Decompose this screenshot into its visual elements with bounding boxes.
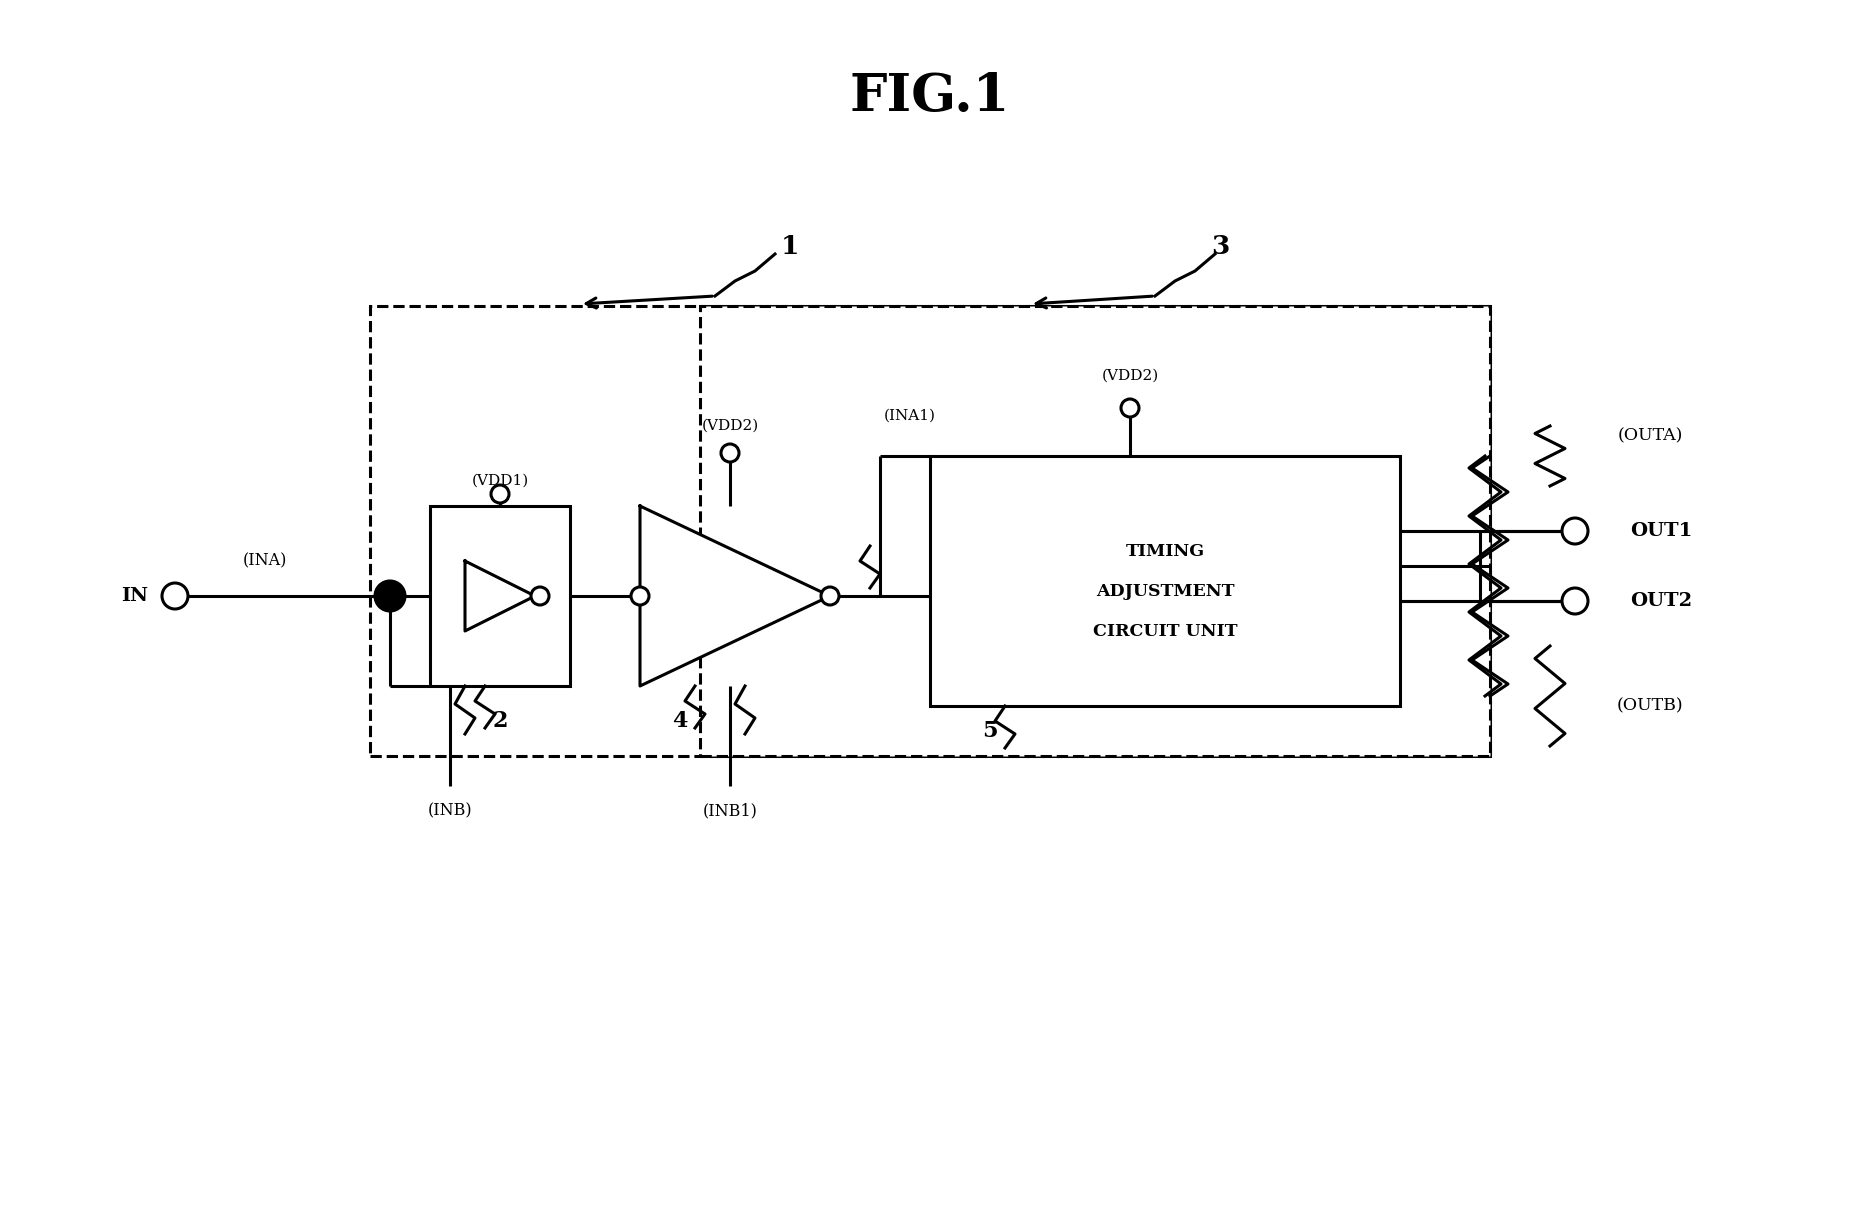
Text: OUT2: OUT2	[1629, 592, 1693, 610]
Text: (VDD2): (VDD2)	[701, 420, 759, 433]
Text: TIMING: TIMING	[1125, 542, 1205, 559]
Text: 5: 5	[982, 720, 997, 742]
Text: (INA1): (INA1)	[884, 409, 936, 423]
Text: 4: 4	[671, 710, 688, 732]
Text: (INA): (INA)	[244, 552, 286, 569]
Circle shape	[162, 582, 188, 609]
Text: IN: IN	[121, 587, 149, 606]
Circle shape	[722, 444, 738, 462]
Circle shape	[491, 485, 510, 503]
Text: OUT1: OUT1	[1629, 522, 1693, 540]
Circle shape	[376, 581, 405, 610]
Text: (INB1): (INB1)	[703, 803, 757, 820]
Text: (OUTA): (OUTA)	[1618, 428, 1683, 445]
Circle shape	[820, 587, 839, 606]
Text: 3: 3	[1211, 233, 1229, 259]
Circle shape	[530, 587, 549, 606]
Polygon shape	[640, 506, 830, 686]
Bar	[430, 506, 569, 686]
Circle shape	[1562, 518, 1588, 544]
Text: (VDD1): (VDD1)	[471, 474, 528, 488]
Bar	[930, 456, 1401, 706]
Circle shape	[1122, 399, 1138, 417]
Text: CIRCUIT UNIT: CIRCUIT UNIT	[1094, 623, 1237, 640]
Text: ADJUSTMENT: ADJUSTMENT	[1096, 582, 1235, 599]
Text: 2: 2	[493, 710, 508, 732]
Text: 1: 1	[781, 233, 800, 259]
Text: (VDD2): (VDD2)	[1101, 368, 1159, 383]
Bar	[699, 306, 1490, 756]
Circle shape	[631, 587, 649, 606]
Text: FIG.1: FIG.1	[850, 71, 1010, 122]
Circle shape	[1562, 589, 1588, 614]
Text: (INB): (INB)	[428, 803, 472, 820]
Bar	[370, 306, 1490, 756]
Text: (OUTB): (OUTB)	[1616, 698, 1683, 715]
Polygon shape	[465, 561, 536, 631]
